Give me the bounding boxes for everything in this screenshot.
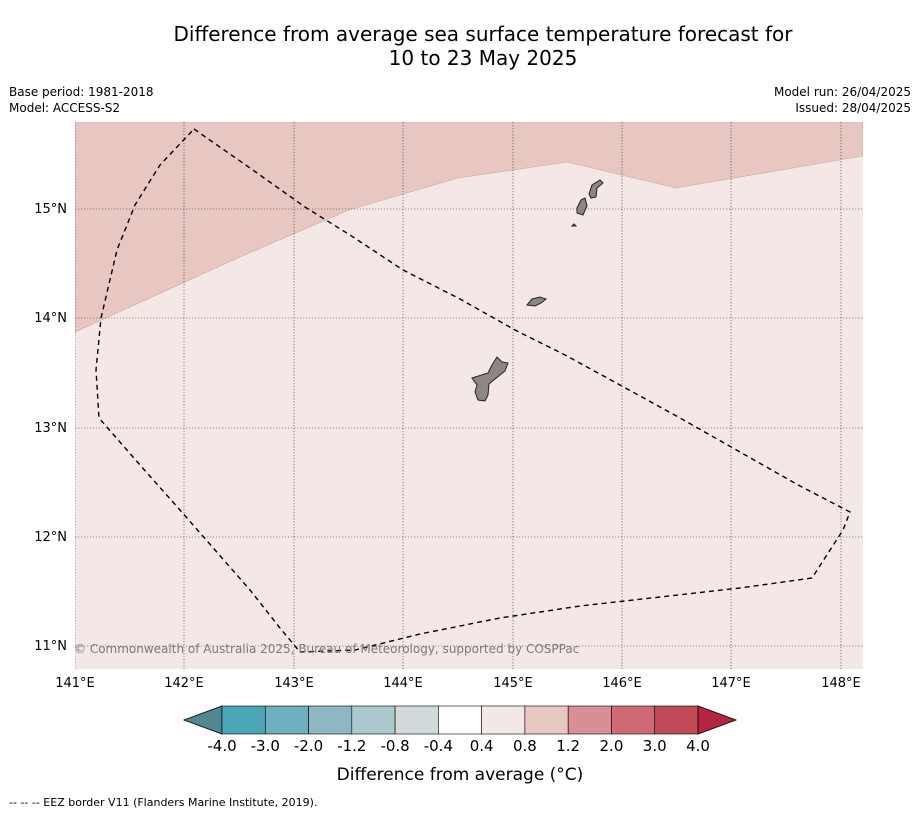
colorbar-segment xyxy=(221,705,266,735)
model-run-text: Model run: 26/04/2025 xyxy=(773,85,911,99)
colorbar-tick-label: -3.0 xyxy=(251,737,280,755)
lat-tick-15n: 15°N xyxy=(34,202,67,217)
colorbar-segment xyxy=(351,705,396,735)
colorbar-tick-label: 3.0 xyxy=(643,737,667,755)
colorbar-segment xyxy=(611,705,656,735)
lon-tick-143e: 143°E xyxy=(274,676,314,691)
colorbar-segment xyxy=(438,705,482,735)
colorbar-tick-label: -4.0 xyxy=(207,737,236,755)
colorbar-segment xyxy=(394,705,439,735)
lon-tick-148e: 148°E xyxy=(821,676,861,691)
lon-tick-145e: 145°E xyxy=(493,676,533,691)
colorbar-segment xyxy=(654,705,699,735)
colorbar-tick-label: 2.0 xyxy=(600,737,624,755)
colorbar-segment xyxy=(524,705,569,735)
landmass xyxy=(471,179,604,402)
lat-tick-12n: 12°N xyxy=(34,530,67,545)
base-period-text: Base period: 1981-2018 xyxy=(9,85,154,99)
lon-labels: 141°E 142°E 143°E 144°E 145°E 146°E 147°… xyxy=(55,676,861,691)
tinian-island xyxy=(576,197,588,216)
aguijan-island xyxy=(570,223,578,227)
rota-island xyxy=(526,296,548,307)
guam-island xyxy=(471,356,509,402)
lon-tick-144e: 144°E xyxy=(383,676,423,691)
copyright-text: © Commonwealth of Australia 2025, Bureau… xyxy=(74,642,579,656)
eez-border xyxy=(95,128,851,653)
colorbar: -4.0 -3.0 -2.0 -1.2 -0.8 -0.4 0.4 0.8 1.2 2.0 3.0 4… xyxy=(182,705,738,755)
colorbar-extension-low xyxy=(182,705,223,735)
lon-tick-142e: 142°E xyxy=(164,676,204,691)
colorbar-tick-label: 4.0 xyxy=(686,737,710,755)
saipan-island xyxy=(588,179,604,199)
colorbar-label: Difference from average (°C) xyxy=(337,765,584,785)
colorbar-tick-label: 1.2 xyxy=(556,737,580,755)
meta-right: Model run: 26/04/2025 Issued: 28/04/2025 xyxy=(774,84,911,116)
gridlines xyxy=(75,122,863,669)
lon-tick-146e: 146°E xyxy=(602,676,642,691)
map-title: Difference from average sea surface temp… xyxy=(0,22,919,70)
meta-left: Base period: 1981-2018 Model: ACCESS-S2 xyxy=(9,84,154,116)
colorbar-tick-label: -2.0 xyxy=(294,737,323,755)
colorbar-segment xyxy=(567,705,612,735)
lat-tick-11n: 11°N xyxy=(34,639,67,654)
model-text: Model: ACCESS-S2 xyxy=(9,101,121,115)
colorbar-segment xyxy=(308,705,353,735)
colorbar-tick-label: 0.4 xyxy=(470,737,494,755)
lon-tick-141e: 141°E xyxy=(55,676,95,691)
title-line-1: Difference from average sea surface temp… xyxy=(173,22,793,46)
colorbar-segment xyxy=(264,705,309,735)
lat-labels: 15°N 14°N 13°N 12°N 11°N xyxy=(34,202,67,654)
map-area: © Commonwealth of Australia 2025, Bureau… xyxy=(74,122,863,669)
colorbar-segment xyxy=(481,705,526,735)
lat-tick-14n: 14°N xyxy=(34,311,67,326)
colorbar-tick-label: -0.4 xyxy=(424,737,453,755)
issued-text: Issued: 28/04/2025 xyxy=(795,101,911,115)
anomaly-zone-0-8-to-1-2 xyxy=(75,122,863,333)
lon-tick-147e: 147°E xyxy=(711,676,751,691)
colorbar-tick-label: -1.2 xyxy=(337,737,366,755)
eez-footnote: -- -- -- EEZ border V11 (Flanders Marine… xyxy=(9,796,318,809)
colorbar-tick-label: -0.8 xyxy=(380,737,409,755)
title-line-2: 10 to 23 May 2025 xyxy=(388,46,578,70)
colorbar-extension-high xyxy=(697,705,738,735)
colorbar-tick-label: 0.8 xyxy=(513,737,537,755)
lat-tick-13n: 13°N xyxy=(34,421,67,436)
